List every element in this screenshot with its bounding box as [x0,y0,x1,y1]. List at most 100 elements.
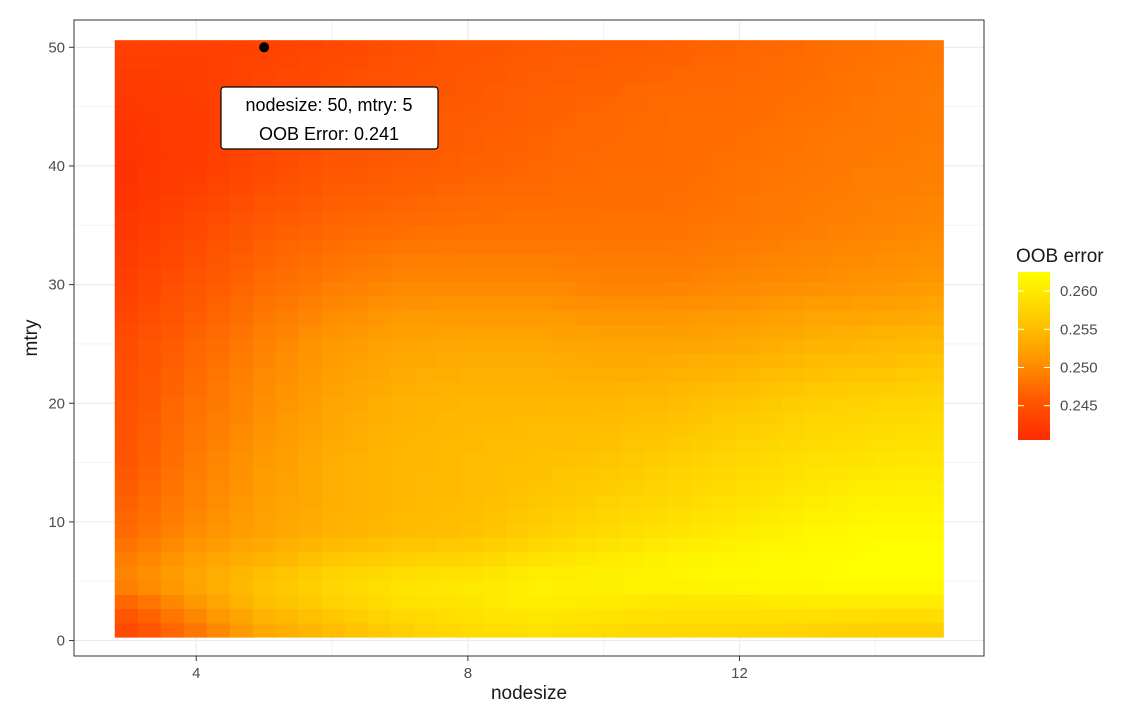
heatmap-tile [667,68,691,84]
heatmap-tile [344,551,369,567]
heatmap-tile [575,253,599,269]
heatmap-tile [114,622,139,638]
heatmap-tile [874,509,898,524]
heatmap-tile [252,494,277,510]
heatmap-tile [114,295,139,311]
heatmap-tile [275,267,300,283]
heatmap-tile [920,82,944,98]
heatmap-tile [782,139,806,155]
heatmap-tile [874,253,898,269]
heatmap-tile [667,395,691,411]
heatmap-tile [667,82,691,98]
heatmap-tile [552,452,576,468]
heatmap-tile [782,423,806,439]
heatmap-tile [529,480,553,496]
heatmap-tile [621,253,645,269]
heatmap-tile [206,509,231,524]
heatmap-tile [575,352,599,368]
heatmap-tile [644,239,668,254]
heatmap-tile [137,111,162,127]
heatmap-tile [252,253,277,269]
heatmap-tile [782,622,806,638]
heatmap-tile [805,409,829,425]
heatmap-tile [759,338,783,354]
heatmap-tile [897,466,921,482]
heatmap-tile [298,210,323,226]
heatmap-tile [575,111,599,127]
heatmap-tile [920,594,944,610]
heatmap-tile [759,139,783,155]
heatmap-tile [621,537,645,553]
heatmap-tile [275,310,300,325]
heatmap-tile [805,168,829,183]
heatmap-tile [644,594,668,610]
heatmap-tile [621,310,645,325]
heatmap-tile [229,310,254,325]
highlight-point[interactable] [259,42,270,53]
heatmap-tile [160,622,185,638]
heatmap-tile [897,409,921,425]
heatmap-tile [413,54,438,70]
heatmap-tile [575,452,599,468]
heatmap-tile [759,111,783,127]
heatmap-tile [229,537,254,553]
heatmap-tile [459,381,484,397]
heatmap-tile [229,452,254,468]
heatmap-tile [759,523,783,539]
heatmap-tile [552,253,576,269]
heatmap-tile [436,310,461,325]
heatmap-tile [552,54,576,70]
heatmap-tile [505,509,530,524]
heatmap-tile [436,480,461,496]
heatmap-tile [575,494,599,510]
heatmap-tile [920,409,944,425]
heatmap-tile [229,210,254,226]
heatmap-tile [114,310,139,325]
heatmap-tile [436,494,461,510]
heatmap-tile [183,210,208,226]
heatmap-tile [505,224,530,240]
heatmap-tile [667,352,691,368]
heatmap-tile [575,196,599,212]
heatmap-tile [828,523,852,539]
heatmap-tile [482,551,507,567]
heatmap-tile [367,594,392,610]
heatmap-tile [206,153,231,169]
heatmap-tile [321,367,346,382]
heatmap-tile [459,210,484,226]
heatmap-tile [436,367,461,382]
heatmap-tile [275,253,300,269]
heatmap-tile [920,253,944,269]
heatmap-tile [713,153,737,169]
heatmap-tile [206,452,231,468]
heatmap-tile [782,310,806,325]
heatmap-tile [529,608,553,624]
heatmap-tile [137,40,162,55]
heatmap-tile [621,523,645,539]
heatmap-tile [874,196,898,212]
heatmap-tile [644,196,668,212]
heatmap-tile [160,40,185,55]
heatmap-tile [621,551,645,567]
heatmap-tile [920,153,944,169]
heatmap-tile [183,537,208,553]
legend-colorbar [1018,272,1050,440]
heatmap-tile [552,295,576,311]
heatmap-tile [459,139,484,155]
heatmap-tile [529,68,553,84]
heatmap-tile [851,281,875,297]
heatmap-tile [598,452,622,468]
heatmap-tile [459,480,484,496]
heatmap-tile [851,537,875,553]
heatmap-tile [298,168,323,183]
heatmap-tile [114,97,139,112]
heatmap-tile [390,409,415,425]
heatmap-tile [275,338,300,354]
heatmap-tile [759,509,783,524]
heatmap-tile [206,423,231,439]
heatmap-tile [390,480,415,496]
heatmap-tile [851,523,875,539]
heatmap-tile [137,565,162,581]
heatmap-tile [137,381,162,397]
heatmap-tile [529,139,553,155]
